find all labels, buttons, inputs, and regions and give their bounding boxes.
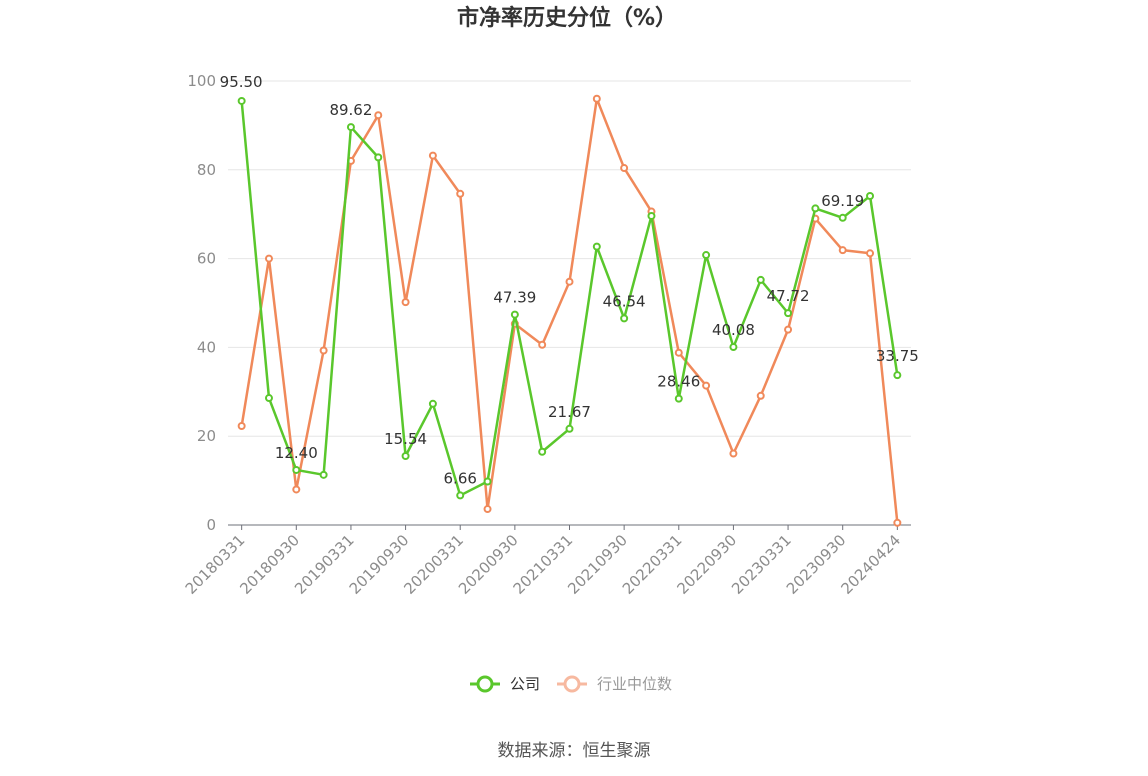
series-point-0	[456, 491, 465, 500]
series-point-0	[401, 452, 410, 461]
source-text: 数据来源：恒生聚源	[498, 741, 651, 761]
series-point-0	[866, 191, 875, 200]
series-point-0	[893, 371, 902, 380]
series-point-1	[784, 325, 793, 334]
series-point-1	[729, 449, 738, 458]
data-label: 47.72	[767, 287, 810, 305]
series-point-1	[292, 485, 301, 494]
series-layer	[237, 94, 902, 527]
x-tick-label: 20240424	[837, 531, 904, 598]
series-point-0	[647, 211, 656, 220]
series-point-0	[237, 96, 246, 105]
data-label: 40.08	[712, 321, 755, 339]
series-point-0	[729, 343, 738, 352]
series-point-0	[374, 153, 383, 162]
series-point-0	[538, 447, 547, 456]
series-point-0	[702, 251, 711, 260]
series-point-1	[538, 340, 547, 349]
series-point-0	[292, 465, 301, 474]
data-label: 12.40	[275, 444, 318, 462]
series-point-0	[264, 394, 273, 403]
legend-label: 行业中位数	[597, 675, 672, 693]
legend-swatch-marker	[476, 675, 494, 693]
series-point-0	[811, 204, 820, 213]
series-point-1	[428, 151, 437, 160]
legend: 公司 行业中位数	[470, 675, 672, 693]
series-point-0	[592, 242, 601, 251]
series-point-1	[264, 254, 273, 263]
legend-label: 公司	[510, 675, 540, 693]
y-tick-label: 40	[197, 338, 216, 356]
data-label-layer: 95.50 12.40 89.62 15.54 6.66 47.39 21.67 46.54 2…	[220, 73, 919, 487]
series-point-1	[456, 189, 465, 198]
data-label: 6.66	[444, 469, 477, 487]
series-point-1	[565, 277, 574, 286]
series-point-0	[510, 310, 519, 319]
series-point-1	[401, 298, 410, 307]
series-point-0	[756, 275, 765, 284]
data-label: 95.50	[220, 73, 263, 91]
series-point-0	[483, 477, 492, 486]
legend-swatch-marker	[563, 675, 581, 693]
series-point-0	[784, 309, 793, 318]
series-point-0	[838, 213, 847, 222]
data-label: 47.39	[493, 289, 536, 307]
series-point-1	[319, 346, 328, 355]
y-tick-label: 60	[197, 250, 216, 268]
data-label: 69.19	[821, 192, 864, 210]
series-point-0	[319, 470, 328, 479]
y-tick-label: 20	[197, 427, 216, 445]
series-point-0	[674, 394, 683, 403]
y-tick-label: 100	[187, 72, 216, 90]
series-point-0	[620, 314, 629, 323]
series-point-1	[620, 164, 629, 173]
series-line-1	[240, 97, 899, 523]
series-point-1	[374, 111, 383, 120]
data-label: 15.54	[384, 430, 427, 448]
series-point-1	[756, 391, 765, 400]
series-point-1	[866, 249, 875, 258]
y-tick-label: 0	[206, 516, 216, 534]
series-point-1	[674, 348, 683, 357]
data-label: 46.54	[603, 292, 646, 310]
series-point-0	[346, 123, 355, 132]
series-point-0	[428, 399, 437, 408]
data-label: 21.67	[548, 403, 591, 421]
series-point-1	[838, 246, 847, 255]
series-point-1	[893, 518, 902, 527]
series-point-1	[483, 505, 492, 514]
chart-title: 市净率历史分位（%）	[457, 5, 677, 31]
data-label: 33.75	[876, 347, 919, 365]
data-label: 89.62	[329, 101, 372, 119]
data-label: 28.46	[657, 373, 700, 391]
series-point-1	[592, 94, 601, 103]
series-point-1	[237, 421, 246, 430]
y-tick-label: 80	[197, 161, 216, 179]
series-point-0	[565, 424, 574, 433]
series-point-1	[702, 381, 711, 390]
